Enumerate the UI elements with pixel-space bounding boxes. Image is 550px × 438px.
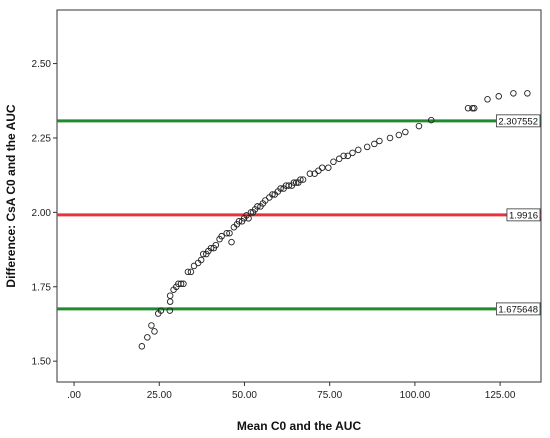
data-point — [330, 158, 337, 166]
data-point — [470, 104, 478, 112]
y-tick-label: 1.50 — [32, 357, 52, 368]
data-point — [166, 307, 174, 314]
data-point — [427, 116, 435, 124]
data-point — [299, 176, 307, 183]
plot-area — [56, 9, 542, 383]
data-point — [245, 215, 252, 222]
data-point — [207, 244, 215, 252]
y-tick-label: 2.50 — [32, 59, 52, 70]
data-point — [371, 140, 378, 148]
data-point — [349, 149, 356, 157]
data-point — [402, 128, 409, 136]
x-tick-label: 125.00 — [485, 390, 516, 401]
x-tick-label: 50.00 — [232, 390, 257, 401]
data-point — [226, 229, 233, 237]
data-point — [344, 152, 351, 160]
data-point — [277, 185, 284, 192]
data-point — [218, 232, 225, 240]
data-point — [318, 164, 326, 171]
data-point — [223, 229, 230, 237]
data-point — [180, 280, 187, 288]
data-point — [212, 241, 220, 249]
data-point — [184, 268, 192, 276]
data-point — [376, 137, 383, 145]
data-point — [177, 280, 185, 288]
data-point — [363, 143, 371, 151]
data-point — [175, 280, 182, 288]
data-point — [495, 93, 502, 100]
data-point — [144, 334, 151, 341]
reference-label-box — [495, 302, 541, 316]
data-point — [269, 191, 276, 198]
reference-lines: 2.307552 1.9916 1.675648 — [57, 114, 541, 316]
x-tick-label: 75.00 — [317, 390, 342, 401]
data-point — [197, 256, 205, 264]
data-point — [395, 131, 403, 139]
data-point — [254, 203, 261, 210]
y-axis-ticks: 1.50 1.75 2.00 2.25 2.50 — [32, 59, 57, 368]
data-point — [138, 343, 146, 350]
data-point — [325, 164, 332, 171]
reference-line-label: 2.307552 — [498, 116, 538, 127]
data-point — [148, 322, 155, 329]
reference-label-box — [495, 114, 541, 128]
data-point — [297, 176, 304, 183]
data-point — [484, 96, 491, 103]
data-point — [166, 292, 174, 299]
x-tick-label: 100.00 — [400, 390, 431, 401]
data-points — [138, 90, 531, 350]
reference-line-label: 1.9916 — [509, 210, 538, 221]
data-point — [290, 179, 298, 186]
x-axis-ticks: .00 25.00 50.00 75.00 100.00 125.00 — [67, 382, 516, 401]
reference-label-box — [506, 208, 541, 222]
data-point — [415, 122, 423, 130]
y-tick-label: 1.75 — [32, 282, 52, 293]
y-axis-title: Difference: CsA C0 and the AUC — [4, 104, 18, 287]
y-tick-label: 2.00 — [32, 208, 52, 219]
data-point — [386, 134, 394, 142]
data-point — [228, 238, 235, 246]
data-point — [524, 90, 531, 97]
data-point — [306, 170, 314, 177]
data-point — [235, 218, 243, 225]
data-point — [199, 250, 207, 258]
data-point — [187, 268, 195, 276]
x-tick-label: 25.00 — [147, 390, 172, 401]
x-axis-title: Mean C0 and the AUC — [237, 419, 362, 433]
data-point — [157, 307, 165, 314]
data-point — [340, 152, 347, 160]
reference-line-label: 1.675648 — [498, 304, 538, 315]
data-point — [469, 104, 476, 112]
data-point — [355, 146, 362, 154]
data-point — [285, 182, 293, 189]
y-tick-label: 2.25 — [32, 133, 52, 144]
x-tick-label: .00 — [67, 390, 81, 401]
data-point — [151, 328, 158, 335]
data-point — [464, 104, 472, 112]
data-point — [510, 90, 517, 97]
data-point — [335, 155, 343, 163]
